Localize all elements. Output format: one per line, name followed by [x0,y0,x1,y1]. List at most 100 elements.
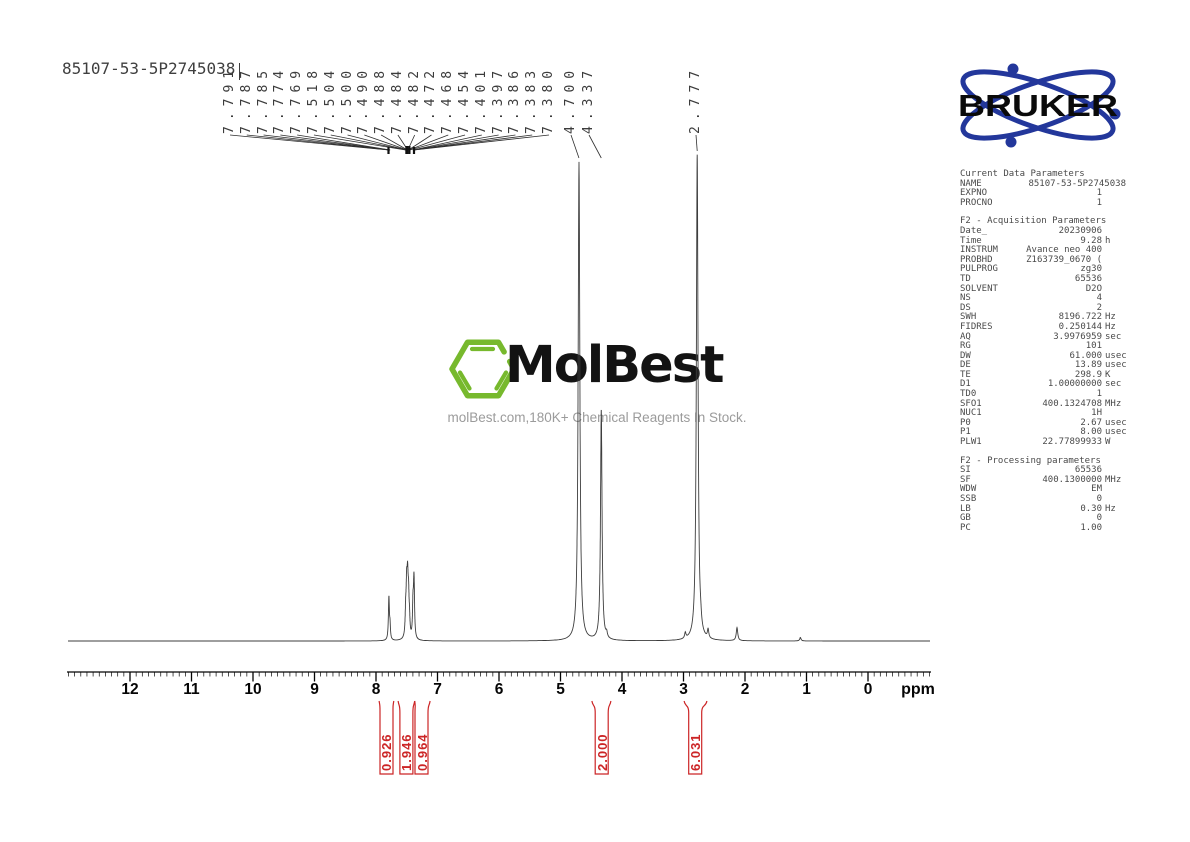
param-value: 9.28 [1080,235,1102,246]
peak-label: 7.774 [272,64,288,134]
molbest-hexagon-icon [449,339,517,399]
param-value: 20230906 [1058,225,1102,236]
param-unit: sec [1105,331,1122,342]
params-section-header: Current Data Parameters [960,169,1085,179]
param-row: DE 13.89 usec [960,360,1127,371]
params-section-header: F2 - Processing parameters [960,455,1101,466]
peak-label: 7.488 [373,64,389,134]
peak-label: 7.490 [356,64,372,134]
param-name: PC [960,522,971,533]
param-value: 0.250144 [1058,321,1102,332]
param-value: 85107-53-5P2745038 [1028,178,1126,189]
param-unit: MHz [1105,398,1122,409]
param-row: PROBHD Z163739_0670 ( [960,254,1126,266]
integral-value: 0.926 [379,733,395,771]
param-unit: usec [1105,427,1127,438]
param-value: 8196.722 [1058,312,1102,323]
param-name: P0 [960,417,971,428]
param-row: PLW1 22.77899933 W [960,437,1126,448]
peak-label: 4.700 [563,64,578,134]
peak-label: 7.787 [238,64,254,134]
param-unit: W [1105,437,1111,448]
integral-value: 6.031 [688,733,704,771]
integral-value: 2.000 [594,733,610,771]
param-value: 2.67 [1080,417,1102,428]
param-row: SFO1 400.1324708 MHz [960,398,1126,410]
param-name: PROBHD [960,254,993,265]
param-value: 1.00000000 [1047,379,1102,390]
param-unit [1102,275,1126,285]
sample-title: 85107-53-5P2745038 [62,59,236,78]
param-name: INSTRUM [960,245,998,256]
param-name: Time [960,235,982,246]
param-row: P0 2.67 usec [960,417,1127,429]
param-unit [1102,246,1126,256]
axis-tick-label: 3 [679,681,688,698]
axis-tick-label: 8 [371,681,381,698]
param-row: FIDRES 0.250144 Hz [960,321,1126,333]
param-value: zg30 [1080,264,1102,275]
param-name: EXPNO [960,188,988,199]
param-value: 400.1300000 [1042,474,1102,485]
peak-label: 7.518 [305,64,321,134]
integral-value: 0.964 [414,733,430,771]
peak-label: 7.472 [423,64,439,134]
param-value: Z163739_0670 ( [1026,254,1102,265]
param-name: DS [960,302,971,313]
param-row: PC 1.00 [960,522,1126,534]
param-unit [1102,265,1126,275]
param-row: RG 101 [960,341,1126,352]
param-row: AQ 3.9976959 sec [960,331,1126,343]
param-row: TD 65536 [960,274,1126,285]
param-name: NAME [960,178,982,189]
param-value: 1H [1091,408,1102,419]
axis-tick-label: 6 [494,681,504,698]
param-name: DW [960,350,971,361]
param-unit: h [1105,235,1111,246]
param-name: PLW1 [960,437,982,448]
param-name: SFO1 [960,398,982,409]
peak-label: 7.785 [255,64,271,134]
param-name: Date_ [960,225,988,236]
param-value: 3.9976959 [1053,331,1102,342]
param-name: FIDRES [960,321,993,332]
param-unit [1102,199,1126,209]
param-row: TD0 1 [960,389,1126,400]
param-name: SF [960,474,971,485]
param-row: SF 400.1300000 MHz [960,474,1126,486]
molbest-watermark: MolBest molBest.com,180K+ Chemical Reage… [447,334,747,430]
param-row: SOLVENT D2O [960,283,1126,295]
axis-unit-label: ppm [901,681,935,698]
peak-label: 7.484 [389,64,405,134]
param-value: 0.30 [1080,503,1102,514]
param-row: GB 0 [960,514,1126,524]
peak-label: 7.380 [541,64,556,134]
param-value: 298.9 [1074,369,1102,380]
param-row: WDW EM [960,485,1126,495]
param-value: 8.00 [1080,427,1102,438]
param-value: 101 [1085,341,1102,352]
param-row: NAME 85107-53-5P2745038 [960,178,1126,190]
peak-label: 2.777 [688,64,703,134]
param-row: SWH 8196.722 Hz [960,313,1126,323]
param-row: D1 1.00000000 sec [960,380,1126,390]
param-name: WDW [960,484,977,495]
param-name: P1 [960,427,971,438]
param-unit: Hz [1105,503,1116,514]
peak-label: 7.386 [507,64,523,134]
peak-label: 7.500 [339,64,355,134]
param-value: 1 [1096,188,1102,199]
param-row: Date_ 20230906 [960,225,1126,237]
peak-label: 7.769 [289,64,305,134]
param-value: 0 [1096,494,1102,504]
param-row: Time 9.28 h [960,235,1126,247]
param-name: GB [960,513,971,524]
param-name: DE [960,360,971,371]
param-value: D2O [1085,283,1102,294]
peak-label: 7.482 [406,64,422,134]
param-row: SSB 0 [960,494,1126,505]
param-value: 400.1324708 [1042,398,1102,409]
axis-tick-label: 9 [310,681,319,698]
param-name: LB [960,503,971,514]
